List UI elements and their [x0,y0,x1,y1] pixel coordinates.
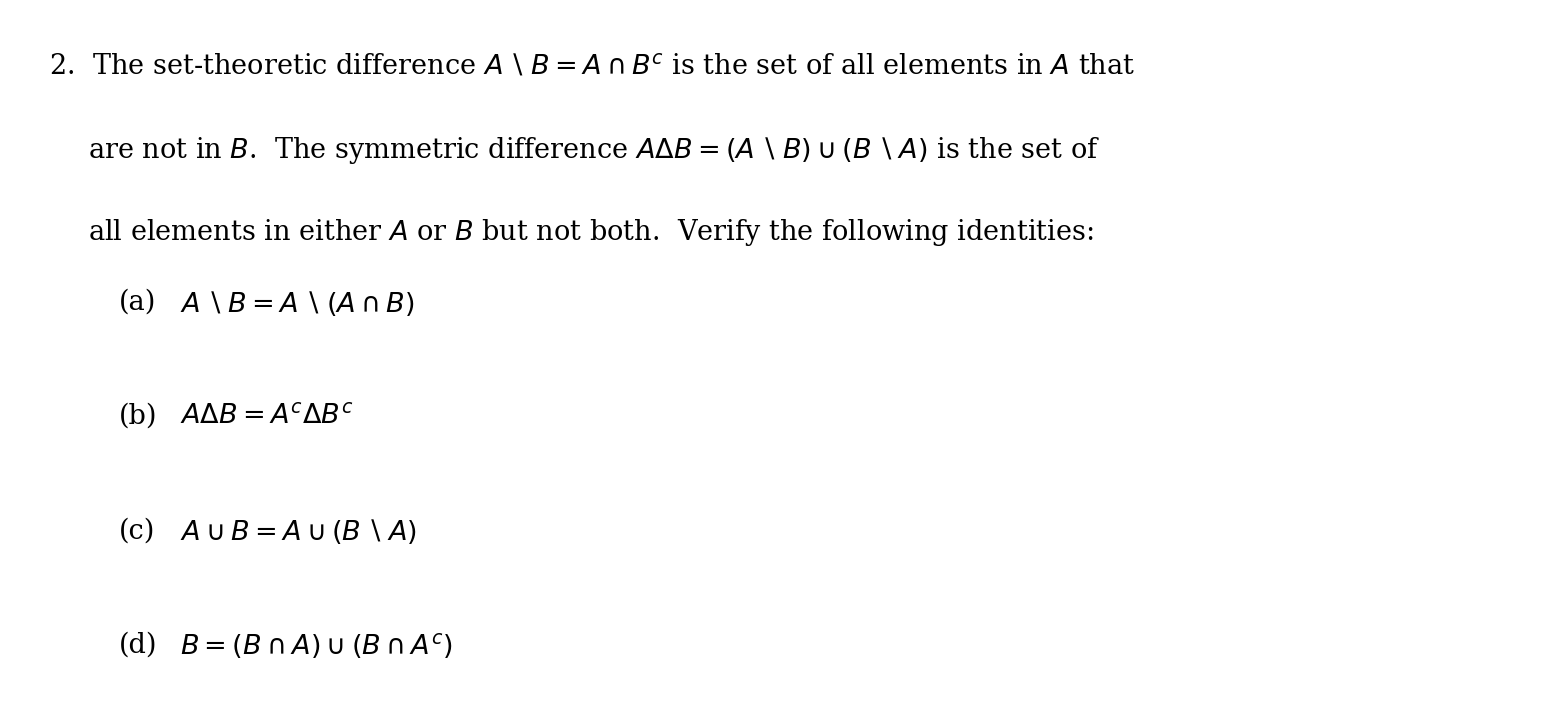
Text: $A\setminus B = A\setminus(A\cap B)$: $A\setminus B = A\setminus(A\cap B)$ [180,289,415,318]
Text: (b): (b) [119,403,157,430]
Text: $A\Delta B = A^c\Delta B^c$: $A\Delta B = A^c\Delta B^c$ [180,403,353,430]
Text: 2.  The set-theoretic difference $A\setminus B = A\cap B^c$ is the set of all el: 2. The set-theoretic difference $A\setmi… [50,53,1135,80]
Text: $B = (B\cap A)\cup(B\cap A^c)$: $B = (B\cap A)\cup(B\cap A^c)$ [180,631,453,662]
Text: (c): (c) [119,517,155,544]
Text: (d): (d) [119,631,157,659]
Text: all elements in either $A$ or $B$ but not both.  Verify the following identities: all elements in either $A$ or $B$ but no… [88,217,1094,248]
Text: are not in $B$.  The symmetric difference $A\Delta B = (A\setminus B)\cup(B\setm: are not in $B$. The symmetric difference… [88,135,1100,166]
Text: (a): (a) [119,289,157,315]
Text: $A\cup B = A\cup(B\setminus A)$: $A\cup B = A\cup(B\setminus A)$ [180,517,417,546]
